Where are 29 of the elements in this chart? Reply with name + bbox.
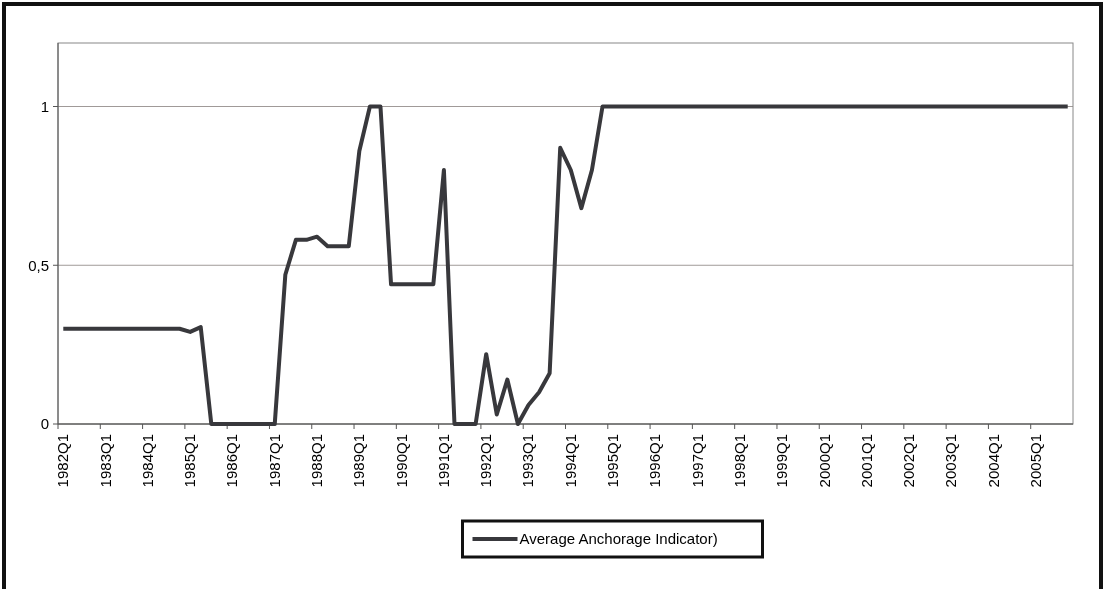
y-tick-label: 0,5 [28, 256, 49, 274]
x-tick-label: 1997Q1 [688, 434, 706, 488]
x-tick-label: 2000Q1 [815, 434, 833, 488]
y-tick-label: 0 [40, 415, 49, 433]
x-tick-label: 1990Q1 [392, 434, 410, 488]
x-tick-label: 1982Q1 [54, 434, 72, 488]
x-tick-label: 2005Q1 [1026, 434, 1044, 488]
x-tick-label: 2002Q1 [900, 434, 918, 488]
x-tick-label: 1993Q1 [519, 434, 537, 488]
x-tick-label: 1991Q1 [434, 434, 452, 488]
x-tick-label: 2001Q1 [857, 434, 875, 488]
x-tick-label: 1984Q1 [138, 434, 156, 488]
x-tick-label: 2004Q1 [984, 434, 1002, 488]
line-series [61, 104, 1070, 426]
x-tick-label: 1987Q1 [265, 434, 283, 488]
x-tick-label: 1996Q1 [646, 434, 664, 488]
x-tick-label: 2003Q1 [942, 434, 960, 488]
x-tick-label: 1985Q1 [181, 434, 199, 488]
x-tick-label: 1998Q1 [730, 434, 748, 488]
y-tick-label: 1 [40, 97, 49, 115]
x-tick-label: 1994Q1 [561, 434, 579, 488]
x-tick-label: 1988Q1 [308, 434, 326, 488]
x-tick-label: 1986Q1 [223, 434, 241, 488]
legend-label: Average Anchorage Indicator) [519, 530, 718, 548]
x-tick-label: 1992Q1 [477, 434, 495, 488]
x-tick-label: 1989Q1 [350, 434, 368, 488]
x-tick-label: 1995Q1 [604, 434, 622, 488]
x-tick-label: 1999Q1 [773, 434, 791, 488]
x-tick-label: 1983Q1 [96, 434, 114, 488]
